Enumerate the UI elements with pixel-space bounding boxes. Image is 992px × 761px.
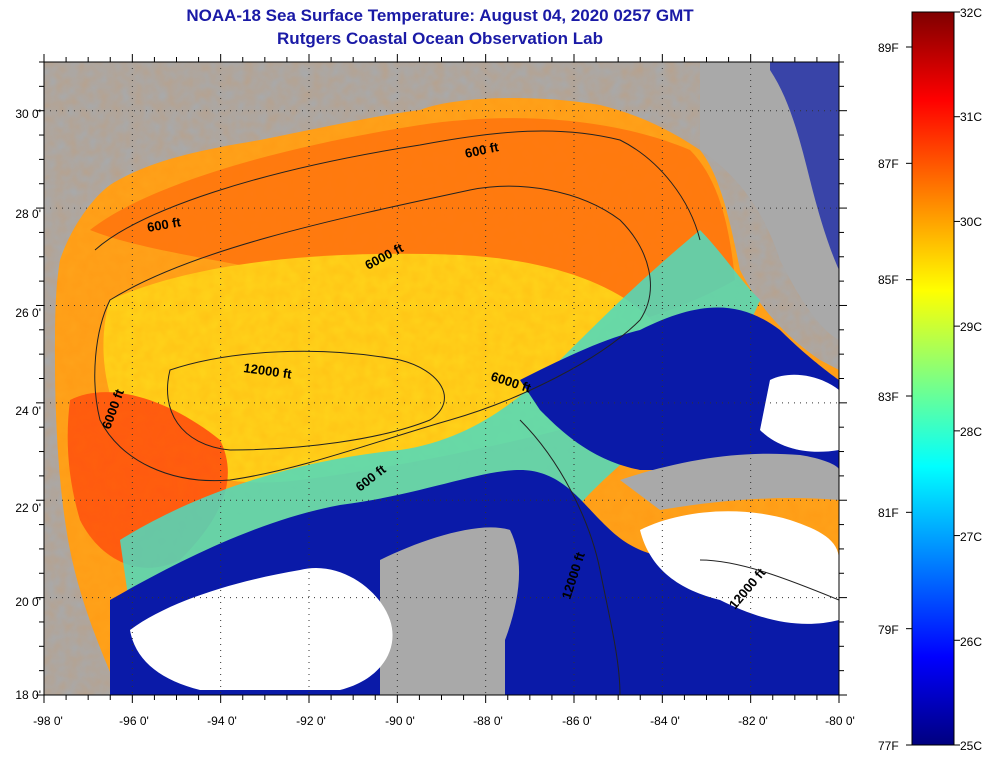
- lon-label: -84 0': [650, 714, 680, 728]
- lat-label: 30 0': [15, 107, 41, 121]
- lon-label: -90 0': [385, 714, 415, 728]
- lat-label: 28 0': [15, 207, 41, 221]
- colorbar-gradient: [911, 11, 955, 746]
- colorbar-celsius-label: 31C: [960, 110, 983, 124]
- florida-coast-water: [770, 62, 839, 270]
- lat-label: 18 0': [15, 688, 41, 702]
- yucatan-land: [380, 527, 520, 695]
- lat-label: 26 0': [15, 306, 41, 320]
- lon-label: -98 0': [33, 714, 63, 728]
- lon-label: -92 0': [296, 714, 326, 728]
- colorbar-celsius-label: 25C: [960, 739, 983, 753]
- colorbar-celsius-label: 27C: [960, 530, 983, 544]
- colorbar-celsius-label: 29C: [960, 320, 983, 334]
- cool-water-band: [120, 230, 760, 610]
- colorbar-fahrenheit-label: 83F: [878, 390, 899, 404]
- lat-label: 20 0': [15, 595, 41, 609]
- lon-label: -96 0': [119, 714, 149, 728]
- cuba-land: [620, 453, 839, 510]
- colorbar-celsius-label: 30C: [960, 215, 983, 229]
- map-title: NOAA-18 Sea Surface Temperature: August …: [186, 6, 694, 25]
- lon-label: -86 0': [562, 714, 592, 728]
- contour-label: 600 ft: [146, 214, 183, 235]
- colorbar: [906, 11, 960, 746]
- lat-label: 22 0': [15, 501, 41, 515]
- colorbar-celsius-label: 26C: [960, 635, 983, 649]
- lon-label: -80 0': [825, 714, 855, 728]
- colorbar-fahrenheit-label: 85F: [878, 273, 899, 287]
- contour-label: 600 ft: [464, 139, 501, 161]
- lon-label: -94 0': [207, 714, 237, 728]
- lon-label: -82 0': [738, 714, 768, 728]
- bathymetry-contours: [94, 130, 839, 695]
- lat-label: 24 0': [15, 404, 41, 418]
- colorbar-celsius-label: 28C: [960, 425, 983, 439]
- colorbar-fahrenheit-label: 81F: [878, 506, 899, 520]
- cloud-patch-cuba: [640, 511, 839, 624]
- cold-water-east: [520, 307, 839, 470]
- contour-label: 12000 ft: [243, 360, 294, 382]
- colorbar-fahrenheit-label: 79F: [878, 623, 899, 637]
- cloud-patch-florida-keys: [760, 374, 839, 452]
- lon-label: -88 0': [473, 714, 503, 728]
- map-subtitle: Rutgers Coastal Ocean Observation Lab: [277, 29, 603, 48]
- colorbar-celsius-label: 32C: [960, 6, 983, 20]
- colorbar-fahrenheit-label: 87F: [878, 157, 899, 171]
- cloud-patch-campeche: [130, 568, 393, 690]
- colorbar-fahrenheit-label: 77F: [878, 739, 899, 753]
- colorbar-fahrenheit-label: 89F: [878, 41, 899, 55]
